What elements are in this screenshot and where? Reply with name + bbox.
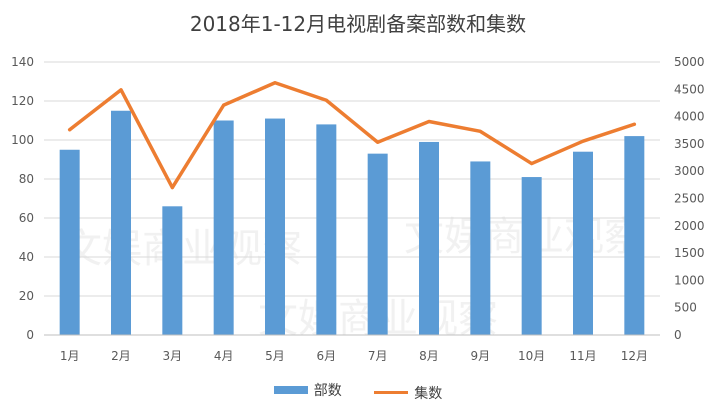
bar-6月 xyxy=(316,124,337,336)
watermark-layer: 文娱商业观察文娱商业观察文娱商业观察 xyxy=(62,214,644,342)
y-left-tick-label: 80 xyxy=(19,172,34,186)
line-point-1月 xyxy=(68,128,72,132)
y-right-tick-label: 500 xyxy=(674,301,697,315)
chart-title: 2018年1-12月电视剧备案部数和集数 xyxy=(189,12,527,36)
x-tick-label: 12月 xyxy=(621,349,648,363)
x-tick-label: 2月 xyxy=(111,349,131,363)
legend: 部数 集数 xyxy=(0,380,716,403)
bar-8月 xyxy=(419,141,439,335)
legend-line-swatch xyxy=(374,391,409,394)
x-tick-label: 6月 xyxy=(317,349,337,363)
line-series-path xyxy=(67,80,637,190)
legend-item-line: 集数 xyxy=(374,383,442,403)
gridlines xyxy=(44,61,660,297)
y-right-tick-label: 1000 xyxy=(674,273,705,287)
x-tick-label: 3月 xyxy=(163,349,183,363)
bar-10月 xyxy=(521,177,542,335)
y-right-tick-label: 2000 xyxy=(674,219,705,233)
line-point-5月 xyxy=(273,81,277,85)
bar-1月 xyxy=(59,149,80,335)
line-series xyxy=(67,80,637,190)
y-left-tick-label: 120 xyxy=(11,94,34,108)
legend-label-line: 集数 xyxy=(414,385,443,402)
x-tick-label: 1月 xyxy=(60,349,80,363)
line-point-8月 xyxy=(427,120,431,124)
x-tick-label: 11月 xyxy=(569,349,596,363)
y-right-tick-label: 4500 xyxy=(674,82,705,96)
x-tick-label: 9月 xyxy=(471,349,491,363)
x-tick-label: 4月 xyxy=(214,349,234,363)
line-point-9月 xyxy=(478,129,482,133)
legend-item-bars: 部数 xyxy=(273,380,342,400)
line-point-11月 xyxy=(581,139,585,143)
line-point-6月 xyxy=(324,98,328,102)
x-tick-label: 8月 xyxy=(419,349,439,363)
line-point-12月 xyxy=(632,122,636,126)
y-right-tick-label: 4000 xyxy=(674,110,705,124)
bar-12月 xyxy=(624,136,645,335)
x-tick-label: 7月 xyxy=(368,349,388,363)
line-point-4月 xyxy=(222,103,226,107)
y-left-tick-label: 0 xyxy=(26,328,34,342)
x-tick-label: 5月 xyxy=(265,349,285,363)
line-point-3月 xyxy=(170,186,174,190)
y-left-tick-label: 40 xyxy=(19,250,34,264)
bar-7月 xyxy=(367,153,388,335)
y-left-tick-label: 20 xyxy=(19,289,34,303)
y-right-tick-label: 2500 xyxy=(674,192,705,206)
line-point-10月 xyxy=(530,162,534,166)
bar-11月 xyxy=(573,151,593,335)
y-right-tick-label: 3000 xyxy=(674,164,705,178)
line-point-7月 xyxy=(376,140,380,144)
bar-9月 xyxy=(470,161,491,335)
y-right-tick-label: 3500 xyxy=(674,137,705,151)
line-point-2月 xyxy=(119,88,123,92)
y-left-tick-label: 140 xyxy=(11,55,34,69)
y-right-tick-label: 0 xyxy=(674,328,682,342)
legend-bar-swatch xyxy=(273,386,308,394)
bar-3月 xyxy=(162,206,183,335)
bar-2月 xyxy=(111,110,131,335)
bar-5月 xyxy=(265,118,285,335)
y-left-tick-label: 60 xyxy=(19,211,34,225)
axes: 0 20 40 60 80 100 120 140 0 500 1000 1500 2000 2500 30… xyxy=(11,55,704,363)
y-left-tick-label: 100 xyxy=(11,133,34,147)
y-right-tick-label: 5000 xyxy=(674,55,705,69)
y-right-tick-label: 1500 xyxy=(674,246,705,260)
bar-series xyxy=(59,110,645,336)
legend-label-bars: 部数 xyxy=(313,383,342,399)
x-tick-label: 10月 xyxy=(518,349,545,363)
bar-4月 xyxy=(213,120,234,335)
